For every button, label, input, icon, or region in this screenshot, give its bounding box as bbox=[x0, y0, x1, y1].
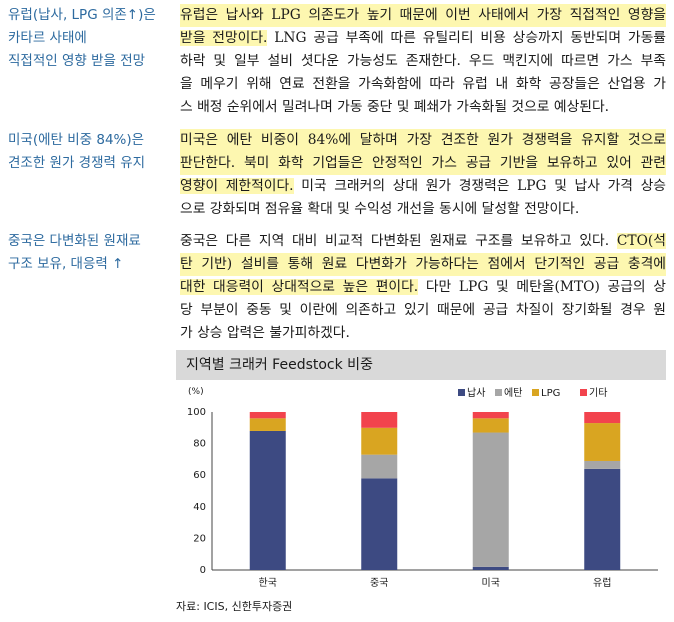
x-tick-label: 미국 bbox=[482, 577, 500, 589]
body-line-1: 중국은 다른 지역 대비 비교적 다변화된 원재료 구조를 보유하고 있다. C… bbox=[180, 233, 666, 249]
bar-segment bbox=[361, 454, 398, 479]
bar-segment bbox=[472, 432, 509, 567]
body-line-3: 영향이 제한적이다. 미국 크래커의 상대 원가 경쟁력은 LPG 및 납사 가… bbox=[180, 178, 666, 194]
x-tick-label: 유럽 bbox=[593, 577, 611, 589]
bar-segment bbox=[584, 423, 621, 461]
side-heading-line: 유럽(납사, LPG 의존↑)은 bbox=[8, 7, 156, 23]
body-line: 미국은 에탄 비중이 84%에 달하며 가장 견조한 원가 경쟁력을 유지할 것… bbox=[180, 129, 666, 152]
side-heading: 미국(에탄 비중 84%)은 견조한 원가 경쟁력 유지 bbox=[8, 129, 168, 175]
bar-segment bbox=[584, 460, 621, 469]
chart-title: 지역별 크래커 Feedstock 비중 bbox=[176, 350, 666, 380]
side-heading-line: 카타르 사태에 bbox=[8, 30, 87, 46]
legend-label: 납사 bbox=[467, 387, 485, 399]
x-tick-label: 한국 bbox=[259, 577, 277, 589]
y-axis-label: (%) bbox=[188, 387, 204, 397]
y-tick-label: 40 bbox=[193, 502, 206, 513]
bar-segment bbox=[361, 412, 398, 428]
side-heading-line: 미국(에탄 비중 84%)은 bbox=[8, 132, 145, 148]
body-line-2: 받을 전망이다. LNG 공급 부족에 따른 유틸리티 비용 상승까지 동반되며… bbox=[180, 30, 666, 46]
body-line: 당 부분이 중동 및 이란에 의존하고 있기 때문에 공급 차질이 장기화될 경… bbox=[180, 302, 666, 318]
side-heading-line: 중국은 다변화된 원재료 bbox=[8, 233, 141, 249]
y-tick-label: 80 bbox=[193, 439, 206, 450]
y-tick-label: 0 bbox=[200, 565, 206, 576]
body-line: 으로 강화되며 점유율 확대 및 수익성 개선을 동시에 달성할 전망이다. bbox=[180, 201, 580, 217]
legend-swatch bbox=[495, 389, 502, 396]
legend-label: LPG bbox=[541, 388, 560, 399]
bar-segment bbox=[249, 430, 286, 570]
side-heading-line: 직접적인 영향 받을 전망 bbox=[8, 53, 146, 69]
body-line: 하락 및 일부 설비 셧다운 가능성도 존재한다. 우드 맥킨지에 따르면 가스… bbox=[180, 53, 666, 69]
body-line-highlight: 받을 전망이다. bbox=[180, 30, 268, 46]
body-line: 유럽은 납사와 LPG 의존도가 높기 때문에 이번 사태에서 가장 직접적인 … bbox=[180, 4, 666, 27]
body-line: 가 상승 압력은 불가피하겠다. bbox=[180, 325, 350, 341]
bar-segment bbox=[249, 412, 286, 419]
bar-segment bbox=[361, 478, 398, 570]
y-tick-label: 20 bbox=[193, 533, 206, 544]
bar-segment bbox=[361, 427, 398, 455]
body-line: 탄 기반) 설비를 통해 원료 다변화가 가능하다는 점에서 단기적인 공급 충… bbox=[180, 253, 666, 276]
legend-swatch bbox=[458, 389, 465, 396]
body-line-3: 대한 대응력이 상대적으로 높은 편이다. 다만 LPG 및 메탄올(MTO) … bbox=[180, 279, 666, 295]
side-heading-line: 견조한 원가 경쟁력 유지 bbox=[8, 155, 146, 171]
bar-segment bbox=[472, 566, 509, 570]
body-line: 판단한다. 북미 화학 기업들은 안정적인 가스 공급 기반을 보유하고 있어 … bbox=[180, 152, 666, 175]
y-tick-label: 100 bbox=[187, 407, 206, 418]
side-heading: 유럽(납사, LPG 의존↑)은 카타르 사태에 직접적인 영향 받을 전망 bbox=[8, 4, 168, 73]
legend-label: 기타 bbox=[589, 387, 607, 399]
bar-segment bbox=[472, 418, 509, 433]
body-paragraph: 유럽은 납사와 LPG 의존도가 높기 때문에 이번 사태에서 가장 직접적인 … bbox=[180, 4, 666, 119]
bar-segment bbox=[584, 468, 621, 570]
stacked-bar-chart: (%) 0 20 40 60 80 100 한국 중국 미국 유럽 납사 에탄 LPG 기타 bbox=[187, 387, 658, 589]
x-tick-label: 중국 bbox=[370, 577, 388, 589]
legend-swatch bbox=[532, 389, 539, 396]
source-note: 자료: ICIS, 신한투자증권 bbox=[176, 600, 293, 613]
body-line: 을 메우기 위해 연료 전환을 가속화함에 따라 유럽 내 화학 공장들은 산업… bbox=[180, 76, 666, 92]
bar-segment bbox=[584, 412, 621, 424]
body-paragraph: 미국은 에탄 비중이 84%에 달하며 가장 견조한 원가 경쟁력을 유지할 것… bbox=[180, 129, 666, 221]
chart-container: 지역별 크래커 Feedstock 비중 (%) 0 20 40 60 80 100 한국 중국… bbox=[176, 350, 666, 598]
body-line-highlight: CTO(석 bbox=[616, 233, 666, 249]
body-line-highlight: 대한 대응력이 상대적으로 높은 편이다. bbox=[180, 279, 419, 295]
legend-label: 에탄 bbox=[504, 387, 522, 399]
legend-swatch bbox=[580, 389, 587, 396]
bar-segment bbox=[472, 412, 509, 419]
side-heading: 중국은 다변화된 원재료 구조 보유, 대응력 ↑ bbox=[8, 230, 168, 276]
body-paragraph: 중국은 다른 지역 대비 비교적 다변화된 원재료 구조를 보유하고 있다. C… bbox=[180, 230, 666, 345]
y-tick-label: 60 bbox=[193, 470, 206, 481]
bar-segment bbox=[249, 418, 286, 431]
body-line: 스 배정 순위에서 밀려나며 가동 중단 및 폐쇄가 가속화될 것으로 예상된다… bbox=[180, 99, 610, 115]
body-line-highlight: 영향이 제한적이다. bbox=[180, 178, 294, 194]
side-heading-line: 구조 보유, 대응력 ↑ bbox=[8, 256, 124, 272]
